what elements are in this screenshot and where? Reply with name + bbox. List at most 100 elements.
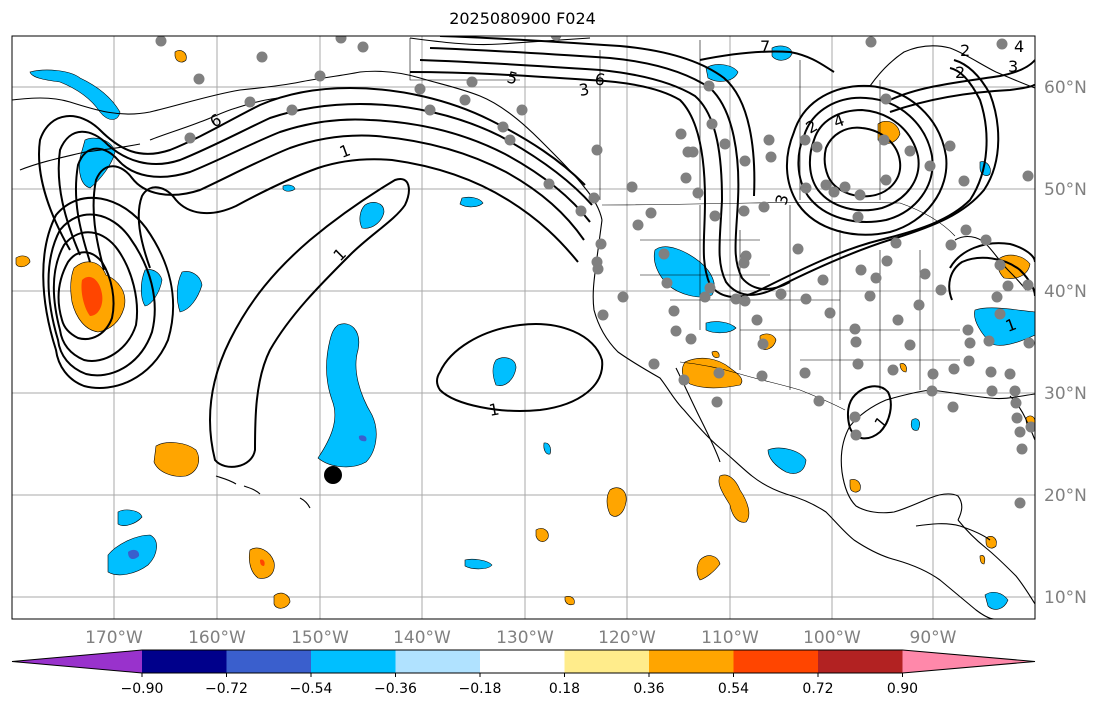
station-dot [256, 51, 268, 63]
negative-area [317, 323, 377, 468]
colorbar-tick-label: 0.54 [718, 681, 749, 697]
station-dot [678, 374, 690, 386]
station-dot [658, 248, 670, 260]
negative-area [543, 442, 551, 455]
great-lakes [954, 235, 1027, 291]
positive-area [718, 474, 750, 523]
contour-line [439, 36, 756, 197]
colorbar: −0.90 −0.72 −0.54 −0.36 −0.18 0.18 0.36 0.54 0.7… [11, 649, 1036, 697]
station-dot [591, 144, 603, 156]
contour-line [409, 67, 988, 298]
longitude-label: 110°W [701, 628, 759, 648]
strong-negative-cores [128, 435, 367, 560]
negative-area [359, 202, 385, 229]
contour-line [846, 385, 892, 440]
station-dot [711, 396, 723, 408]
station-dot [947, 401, 959, 413]
aleutian-islands [149, 97, 279, 141]
station-dot [668, 305, 680, 317]
station-dot [800, 182, 812, 194]
longitude-label: 120°W [598, 628, 656, 648]
station-dot [588, 192, 600, 204]
colorbar-segment [480, 650, 565, 673]
station-dot [704, 282, 716, 294]
map-title: 2025080900 F024 [449, 9, 596, 28]
station-dot [719, 138, 731, 150]
station-dot [904, 145, 916, 157]
station-dot [983, 335, 995, 347]
colorbar-segment [649, 650, 734, 673]
station-dot [852, 358, 864, 370]
station-dot [730, 293, 742, 305]
station-dot [887, 364, 899, 376]
longitude-label: 150°W [291, 628, 349, 648]
latitude-label: 20°N [1044, 486, 1087, 506]
station-dot [775, 288, 787, 300]
contour-line [209, 178, 410, 468]
station-dot [699, 291, 711, 303]
contour-line [889, 83, 1035, 113]
station-dot [550, 36, 562, 41]
station-dot [849, 323, 861, 335]
contour-label: 4 [1014, 37, 1024, 56]
station-dot [414, 83, 426, 95]
latitude-label: 60°N [1044, 78, 1087, 98]
positive-area [174, 50, 187, 63]
negative-area [984, 591, 1009, 610]
contour-line [137, 158, 579, 269]
central-america-coastline [957, 519, 1035, 605]
contour-line [92, 134, 585, 271]
contour-line [797, 96, 934, 223]
positive-area [696, 555, 721, 581]
station-dot [709, 210, 721, 222]
negative-area [282, 184, 296, 192]
negative-area [705, 64, 739, 82]
alaska-coastline [12, 70, 603, 221]
station-dot [543, 178, 555, 190]
longitude-label: 100°W [803, 628, 861, 648]
station-dot [817, 274, 829, 286]
station-dot [466, 76, 478, 88]
station-dot [648, 358, 660, 370]
positive-area [153, 442, 199, 477]
latitude-label: 10°N [1044, 588, 1087, 608]
colorbar-tick-label: −0.72 [205, 681, 248, 697]
negative-area [492, 357, 517, 386]
station-dot [685, 333, 697, 345]
contour-line [74, 118, 591, 263]
station-dot [1022, 279, 1034, 291]
station-dot [738, 257, 750, 269]
station-dot [850, 336, 862, 348]
contour-line [823, 126, 902, 198]
colorbar-segment [142, 650, 227, 673]
positive-area [15, 255, 31, 268]
station-dot [880, 174, 892, 186]
colorbar-tick-label: 0.18 [549, 681, 580, 697]
station-dot [739, 295, 751, 307]
station-dot [1016, 443, 1028, 455]
station-dot [244, 96, 256, 108]
station-dot [459, 94, 471, 106]
station-dot [880, 93, 892, 105]
contour-line [52, 231, 138, 362]
longitude-label: 170°W [85, 628, 143, 648]
contour-line [949, 242, 1035, 269]
latitude-label: 30°N [1044, 384, 1087, 404]
station-dot [1009, 385, 1021, 397]
colorbar-segment [818, 650, 903, 673]
station-dot [924, 160, 936, 172]
longitude-label: 160°W [188, 628, 246, 648]
station-dot [850, 429, 862, 441]
contour-line [808, 108, 920, 212]
station-dot [799, 367, 811, 379]
contour-label: 7 [760, 37, 770, 56]
contour-label: 3 [1008, 57, 1018, 76]
station-dot [314, 70, 326, 82]
positive-area [535, 528, 549, 542]
station-dot [927, 368, 939, 380]
station-dot [286, 104, 298, 116]
colorbar-segment [226, 650, 312, 673]
very-strong-positive-area [81, 276, 103, 316]
contour-lines [38, 36, 1035, 468]
colorbar-tick-label: −0.90 [121, 681, 164, 697]
